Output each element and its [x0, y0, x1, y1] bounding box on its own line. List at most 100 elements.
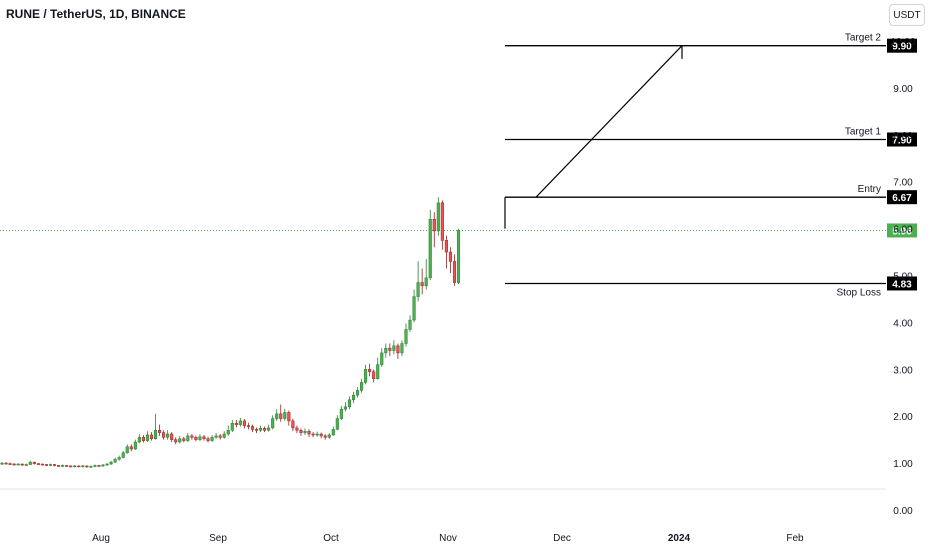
candle-body	[448, 251, 452, 262]
candle	[48, 463, 53, 466]
candle	[210, 434, 214, 442]
candle-body	[263, 428, 267, 431]
candle	[384, 343, 388, 358]
candle	[101, 464, 105, 467]
candle-body	[327, 434, 331, 438]
stop-loss-price-tag-text: 4.83	[892, 279, 912, 290]
candle-body	[428, 218, 432, 279]
candle-body	[24, 464, 28, 466]
candle	[275, 409, 279, 421]
candle-body	[416, 282, 420, 297]
candle-body	[279, 413, 283, 419]
candle-body	[81, 465, 85, 468]
y-tick-label: 3.00	[893, 365, 913, 376]
candle	[133, 439, 137, 450]
candle	[137, 434, 141, 444]
candle-body	[331, 429, 335, 436]
candle	[24, 463, 28, 466]
y-tick-label: 9.00	[893, 84, 913, 95]
candle-body	[182, 438, 186, 441]
currency-button[interactable]: USDT	[889, 4, 925, 26]
candle-body	[36, 463, 40, 465]
candle	[170, 432, 174, 442]
candle-body	[355, 390, 360, 396]
candle-body	[287, 412, 291, 422]
y-tick-label: 10.00	[890, 37, 915, 48]
candle-body	[404, 329, 408, 344]
target-2-price-tag-text: 9.90	[892, 42, 912, 53]
candle-body	[343, 406, 347, 410]
candle-body	[202, 436, 206, 439]
candle-body	[456, 230, 461, 283]
candle	[234, 419, 238, 428]
candle	[428, 209, 432, 281]
candle	[432, 212, 436, 248]
target-2-label: Target 2	[845, 33, 882, 44]
candle	[396, 343, 400, 359]
candle-body	[432, 218, 436, 232]
candle-body	[178, 438, 182, 443]
candle-body	[351, 394, 356, 401]
candle	[85, 465, 89, 468]
candle-body	[254, 429, 259, 431]
candle	[206, 436, 210, 443]
candle	[97, 464, 101, 467]
candle-body	[364, 369, 368, 383]
candle	[295, 425, 299, 434]
candle	[351, 391, 356, 404]
candle-body	[259, 428, 263, 431]
candle-body	[125, 446, 129, 454]
target-1-price-tag	[887, 132, 917, 147]
candle	[283, 408, 287, 421]
candle	[311, 432, 315, 438]
candle	[440, 200, 444, 250]
candle	[73, 464, 77, 468]
y-tick-label: 2.00	[893, 412, 913, 423]
candle	[198, 434, 202, 442]
candle	[246, 422, 250, 430]
candle-body	[315, 433, 319, 436]
candle	[77, 465, 81, 468]
candle	[20, 463, 24, 466]
candle	[291, 418, 295, 432]
x-tick-label: Nov	[439, 533, 457, 544]
stop-loss-price-tag	[887, 276, 917, 291]
target-2-price-tag	[887, 38, 917, 53]
candle	[8, 462, 12, 465]
candle	[52, 464, 57, 467]
candle	[186, 433, 190, 442]
candle	[376, 357, 380, 380]
candle	[16, 463, 20, 466]
candle	[125, 444, 129, 454]
candle-body	[335, 418, 339, 430]
candle-body	[400, 343, 404, 354]
candle	[444, 235, 448, 269]
candle	[400, 340, 404, 357]
candle	[372, 369, 376, 383]
candle	[343, 402, 347, 412]
candle-body	[28, 461, 32, 465]
y-tick-label: 4.00	[893, 318, 913, 329]
candle-body	[339, 408, 343, 419]
target-1-price-tag-text: 7.90	[892, 135, 912, 146]
candle	[28, 460, 32, 465]
candle	[436, 197, 440, 236]
candle	[238, 418, 242, 427]
candle-body	[133, 441, 137, 450]
projection-arrow-line[interactable]	[535, 45, 683, 198]
candle	[158, 424, 162, 436]
candle	[162, 430, 166, 440]
candle	[319, 432, 323, 439]
candle-body	[299, 430, 303, 433]
candle-body	[52, 464, 57, 466]
candle-body	[295, 427, 299, 431]
candle-body	[291, 420, 295, 429]
candle-body	[57, 465, 61, 467]
candle-body	[186, 435, 190, 441]
candle-body	[0, 462, 4, 465]
candle-body	[206, 438, 210, 441]
candle-body	[61, 465, 65, 467]
candle-body	[214, 435, 218, 438]
candle-body	[158, 430, 162, 433]
